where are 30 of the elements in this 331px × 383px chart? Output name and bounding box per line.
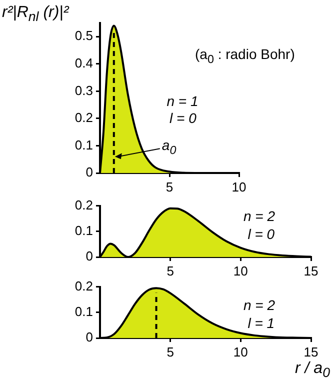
annotation: (a$_{0}$ : radio Bohr) <box>195 46 295 66</box>
x-tick-label: 5 <box>166 263 174 278</box>
y-tick-label: 0.1 <box>74 137 93 152</box>
x-tick-label: 10 <box>233 263 248 278</box>
y-axis-title: r²|R$_{nl}$ (r)|² <box>2 4 69 24</box>
y-tick-label: 0.2 <box>74 197 93 212</box>
annotation: n = 2 <box>243 208 275 224</box>
y-tick-label: 0 <box>86 164 93 180</box>
y-tick-label: 0.5 <box>74 28 93 44</box>
annotation: l = 0 <box>170 110 196 126</box>
y-tick-label: 0.4 <box>74 55 93 70</box>
y-tick-label: 0 <box>86 248 93 264</box>
y-tick-label: 0.1 <box>74 304 93 319</box>
annotation: a$_{0}$ <box>162 136 176 156</box>
y-tick-label: 0.1 <box>74 222 93 238</box>
x-tick-label: 10 <box>233 344 248 360</box>
y-tick-label: 0.2 <box>74 278 93 294</box>
y-tick-label: 0.2 <box>74 110 93 126</box>
x-tick-label: 5 <box>166 344 174 360</box>
y-tick-label: 0 <box>86 330 93 345</box>
x-tick-label: 15 <box>304 344 318 360</box>
annotation: n = 2 <box>243 296 275 313</box>
annotation: n = 1 <box>166 93 198 109</box>
annotation: l = 0 <box>248 226 275 242</box>
x-tick-label: 5 <box>166 179 174 194</box>
x-tick-label: 10 <box>232 179 246 194</box>
x-tick-label: 15 <box>304 263 318 278</box>
x-axis-title: r / a$_{0}$ <box>295 360 330 380</box>
annotation: l = 1 <box>248 314 275 331</box>
y-tick-label: 0.3 <box>74 82 93 98</box>
